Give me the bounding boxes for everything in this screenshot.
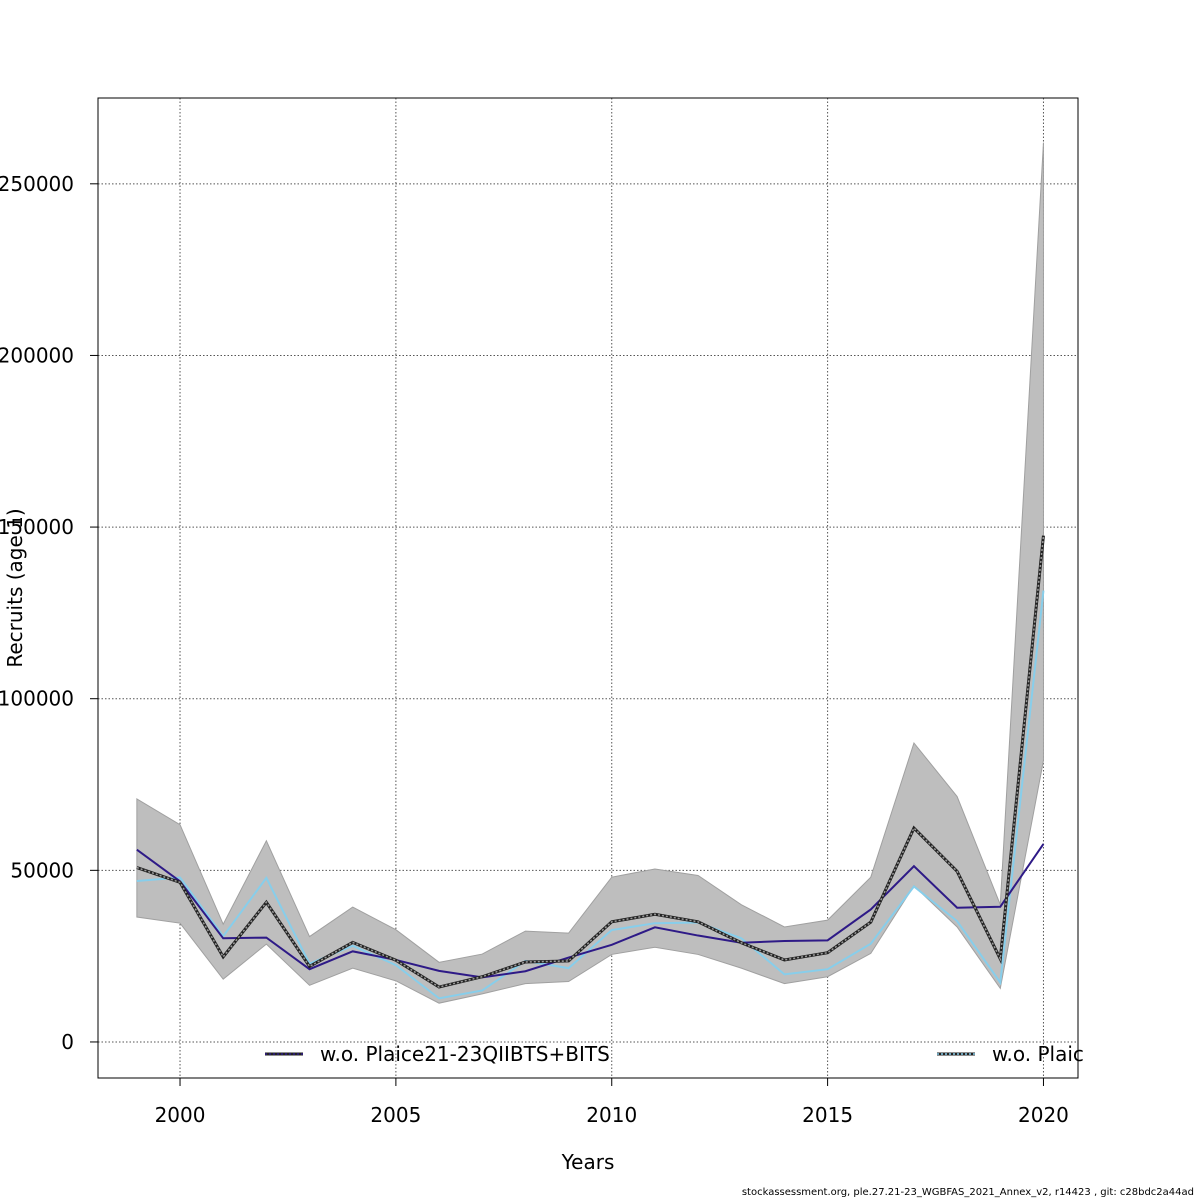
- y-axis: 0 50000 100000 150000 200000 250000: [0, 172, 98, 1054]
- x-tick-label: 2005: [370, 1103, 421, 1127]
- footer-credit: stockassessment.org, ple.27.21-23_WGBFAS…: [741, 1187, 1194, 1198]
- series-line-1: [136, 843, 1045, 979]
- x-tick-label: 2000: [155, 1103, 206, 1127]
- x-axis: 2000 2005 2010 2015 2020: [155, 1078, 1069, 1127]
- x-tick-label: 2015: [802, 1103, 853, 1127]
- legend-label: w.o. Plaic: [992, 1042, 1084, 1066]
- plot-frame: [97, 97, 1079, 1079]
- y-tick-label: 0: [61, 1030, 74, 1054]
- y-tick-label: 200000: [0, 343, 74, 367]
- series-lines: [136, 535, 1045, 1000]
- legend-label: w.o. Plaice21-23QIIBTS+BITS: [320, 1042, 610, 1066]
- series-line-main: [136, 535, 1045, 989]
- x-axis-title: Years: [561, 1150, 615, 1174]
- y-tick-label: 100000: [0, 687, 74, 711]
- legend: w.o. Plaice21-23QIIBTS+BITS w.o. Plaic: [265, 1042, 1084, 1066]
- y-tick-label: 250000: [0, 172, 74, 196]
- y-tick-label: 150000: [0, 515, 74, 539]
- series-line-2: [136, 590, 1045, 1000]
- y-axis-title: Recruits (age 1): [3, 508, 27, 667]
- x-tick-label: 2020: [1018, 1103, 1069, 1127]
- y-tick-label: 50000: [10, 858, 74, 882]
- x-tick-label: 2010: [586, 1103, 637, 1127]
